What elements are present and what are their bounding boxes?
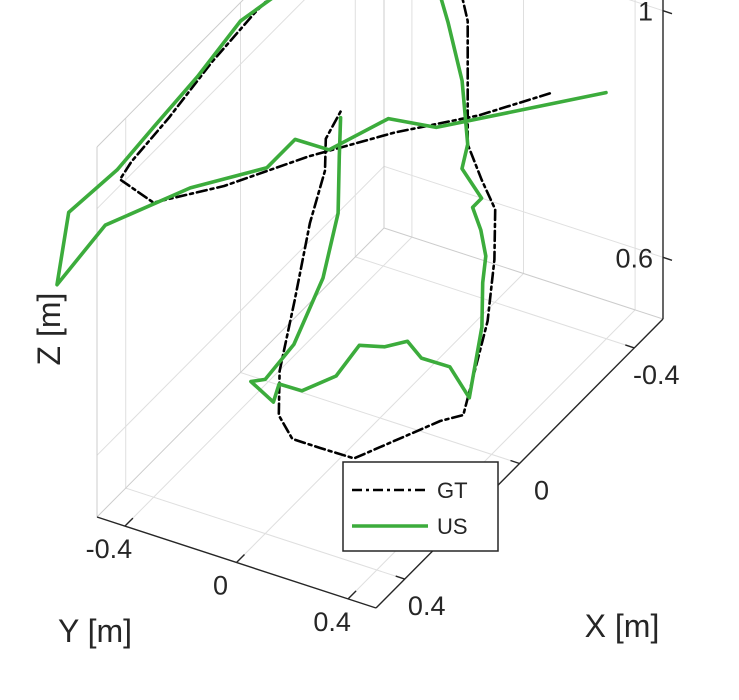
z-tick-1 <box>662 10 673 15</box>
y-tick-label-0: -0.4 <box>86 534 133 564</box>
z-tick-0 <box>662 256 673 261</box>
series-us-line <box>55 0 608 404</box>
axis-text: 0.6 1 -0.4 0 0.4 -0.4 0 0.4 Z [m] Y [m] X [m] <box>31 0 680 649</box>
legend-label-us: US <box>437 514 468 539</box>
x-tick-label-2: 0.4 <box>408 591 446 621</box>
grid-y-floor-2 <box>347 309 636 600</box>
legend-label-gt: GT <box>437 478 468 503</box>
z-axis-title: Z [m] <box>31 293 67 366</box>
y-tick-1 <box>236 554 245 563</box>
legend-box <box>342 461 499 552</box>
y-tick-label-1: 0 <box>213 571 228 601</box>
box-edge-6 <box>96 0 244 148</box>
y-tick-2 <box>347 590 357 600</box>
y-tick-0 <box>124 517 134 527</box>
x-tick-2 <box>395 575 405 580</box>
box-edge-4 <box>96 227 385 518</box>
y-axis-title: Y [m] <box>58 613 132 649</box>
legend: GT US <box>342 461 499 552</box>
x-tick-0 <box>625 344 635 349</box>
box-edge-3 <box>383 227 664 320</box>
x-tick-1 <box>510 459 520 465</box>
x-tick-label-0: -0.4 <box>633 360 680 390</box>
z-tick-label-0: 0.6 <box>615 243 653 273</box>
z-tick-label-1: 1 <box>638 0 653 27</box>
y-tick-label-2: 0.4 <box>313 607 351 637</box>
axes-box <box>96 0 673 609</box>
grid-y-floor-0 <box>124 236 413 527</box>
grid-z-right-1 <box>96 0 305 210</box>
x-tick-label-1: 0 <box>534 476 549 506</box>
grid-y-floor-1 <box>236 273 524 563</box>
series-group <box>55 0 608 460</box>
grid-lines <box>96 0 664 600</box>
grid-z-left-0 <box>383 165 664 258</box>
x-axis-title: X [m] <box>585 608 660 644</box>
